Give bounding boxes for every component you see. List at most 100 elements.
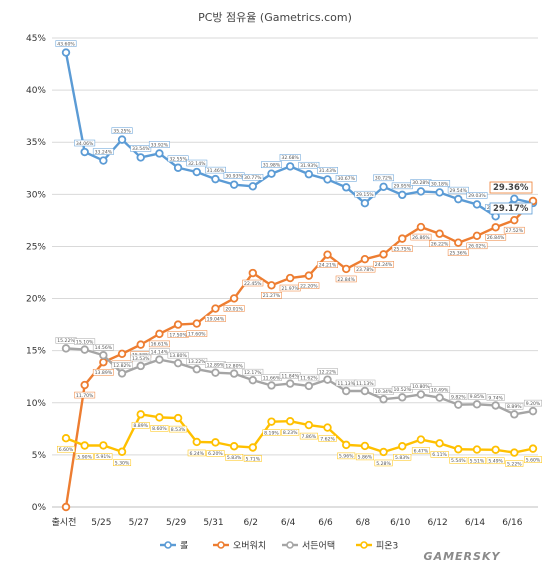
data-point bbox=[192, 167, 201, 177]
x-tick-label: 6/12 bbox=[427, 518, 447, 528]
end-labels: 29.36% 29.17% bbox=[489, 181, 533, 215]
data-label-box bbox=[130, 145, 152, 152]
data-point bbox=[528, 444, 538, 453]
legend-marker bbox=[286, 541, 294, 549]
data-point bbox=[285, 417, 295, 426]
data-label-box bbox=[298, 161, 320, 169]
data-point bbox=[173, 413, 183, 423]
data-point bbox=[323, 250, 332, 259]
data-label-box bbox=[242, 368, 264, 376]
data-label: 5.51% bbox=[470, 458, 485, 464]
data-label-box bbox=[505, 403, 524, 410]
data-label: 6.20% bbox=[208, 451, 223, 457]
data-label: 9.74% bbox=[488, 395, 503, 401]
series-2: 11.70%13.89%14.70%15.58%16.61%17.50%17.6… bbox=[61, 196, 538, 512]
data-label-box bbox=[57, 445, 75, 453]
data-label-box bbox=[393, 453, 412, 461]
data-point bbox=[323, 375, 332, 384]
data-label: 9.20% bbox=[526, 401, 541, 407]
data-point bbox=[360, 198, 370, 208]
data-point bbox=[248, 268, 257, 278]
data-label: 30.72% bbox=[375, 176, 393, 182]
x-tick-label: 출시전 bbox=[52, 517, 77, 528]
data-point bbox=[99, 351, 108, 360]
data-point bbox=[360, 254, 370, 264]
data-point bbox=[304, 420, 314, 430]
y-tick-label: 5% bbox=[32, 451, 47, 461]
data-point bbox=[155, 413, 164, 422]
data-label-box bbox=[355, 453, 374, 461]
data-point bbox=[323, 175, 332, 184]
end-label-box bbox=[489, 181, 533, 194]
data-label-box bbox=[391, 245, 413, 252]
data-point bbox=[398, 442, 407, 451]
data-label-box bbox=[111, 362, 133, 369]
data-label: 8.89% bbox=[507, 404, 522, 410]
data-point bbox=[510, 448, 519, 457]
data-point bbox=[435, 188, 444, 197]
data-point bbox=[61, 434, 71, 443]
data-label: 22.20% bbox=[300, 283, 318, 289]
data-point bbox=[285, 273, 295, 283]
data-point bbox=[435, 229, 444, 238]
x-axis: 출시전 5/25 5/27 5/29 5/31 6/2 6/4 6/6 6/8 6/10 6/12 6… bbox=[52, 517, 523, 528]
data-point bbox=[80, 345, 89, 354]
data-label-box bbox=[74, 139, 96, 147]
y-tick-label: 10% bbox=[26, 399, 46, 409]
y-tick-label: 40% bbox=[26, 86, 46, 96]
data-point bbox=[416, 222, 426, 232]
series-line bbox=[65, 413, 534, 454]
legend-label: 피온3 bbox=[376, 541, 398, 552]
data-point bbox=[136, 340, 145, 349]
data-point bbox=[192, 437, 201, 447]
data-point bbox=[360, 441, 370, 451]
data-label: 15.22% bbox=[57, 338, 75, 344]
data-point bbox=[416, 390, 426, 399]
data-point bbox=[173, 163, 183, 172]
data-label-box bbox=[354, 265, 376, 273]
data-label: 43.60% bbox=[57, 41, 75, 47]
data-label: 31.46% bbox=[207, 168, 225, 174]
data-point bbox=[267, 417, 276, 426]
data-label: 8.60% bbox=[152, 426, 167, 432]
data-label-box bbox=[317, 167, 338, 174]
data-label: 20.01% bbox=[225, 306, 243, 312]
data-label-box bbox=[467, 457, 486, 464]
y-tick-label: 20% bbox=[26, 295, 46, 305]
data-label: 23.78% bbox=[356, 267, 374, 273]
data-label: 26.84% bbox=[487, 235, 505, 241]
data-label: 32.14% bbox=[188, 161, 206, 167]
data-label-box bbox=[447, 186, 469, 194]
data-point bbox=[304, 170, 314, 179]
data-point bbox=[155, 329, 164, 339]
data-label: 13.22% bbox=[188, 359, 206, 365]
data-point bbox=[248, 443, 257, 452]
data-label: 11.84% bbox=[281, 373, 299, 379]
data-point bbox=[342, 264, 351, 274]
data-label-box bbox=[466, 192, 488, 199]
data-label-box bbox=[75, 453, 94, 460]
data-label-box bbox=[335, 275, 357, 283]
y-tick-label: 0% bbox=[32, 503, 47, 513]
data-label-box bbox=[74, 338, 96, 345]
data-label: 26.86% bbox=[412, 235, 430, 241]
data-label: 29.03% bbox=[468, 193, 486, 199]
data-label-box bbox=[429, 386, 451, 393]
data-point bbox=[99, 358, 108, 367]
data-label: 30.28% bbox=[412, 180, 430, 186]
watermark: GAMERSKY bbox=[424, 550, 501, 563]
x-tick-label: 5/27 bbox=[129, 518, 149, 528]
series-4: 6.60%5.90% 5.91% 5.30% 8.89% 8.60% 8.53% 6.24%… bbox=[57, 410, 542, 467]
data-point bbox=[472, 445, 482, 454]
data-label: 6.60% bbox=[59, 447, 74, 453]
data-point bbox=[61, 48, 71, 57]
data-label: 11.13% bbox=[337, 381, 355, 387]
data-label-box bbox=[354, 379, 376, 387]
legend-label: 서든어택 bbox=[302, 541, 335, 552]
data-point bbox=[379, 447, 388, 457]
data-label-box bbox=[186, 357, 208, 365]
data-label-box bbox=[261, 161, 282, 168]
data-label-box bbox=[466, 242, 488, 250]
data-label-box bbox=[148, 348, 170, 355]
data-point bbox=[136, 410, 145, 419]
